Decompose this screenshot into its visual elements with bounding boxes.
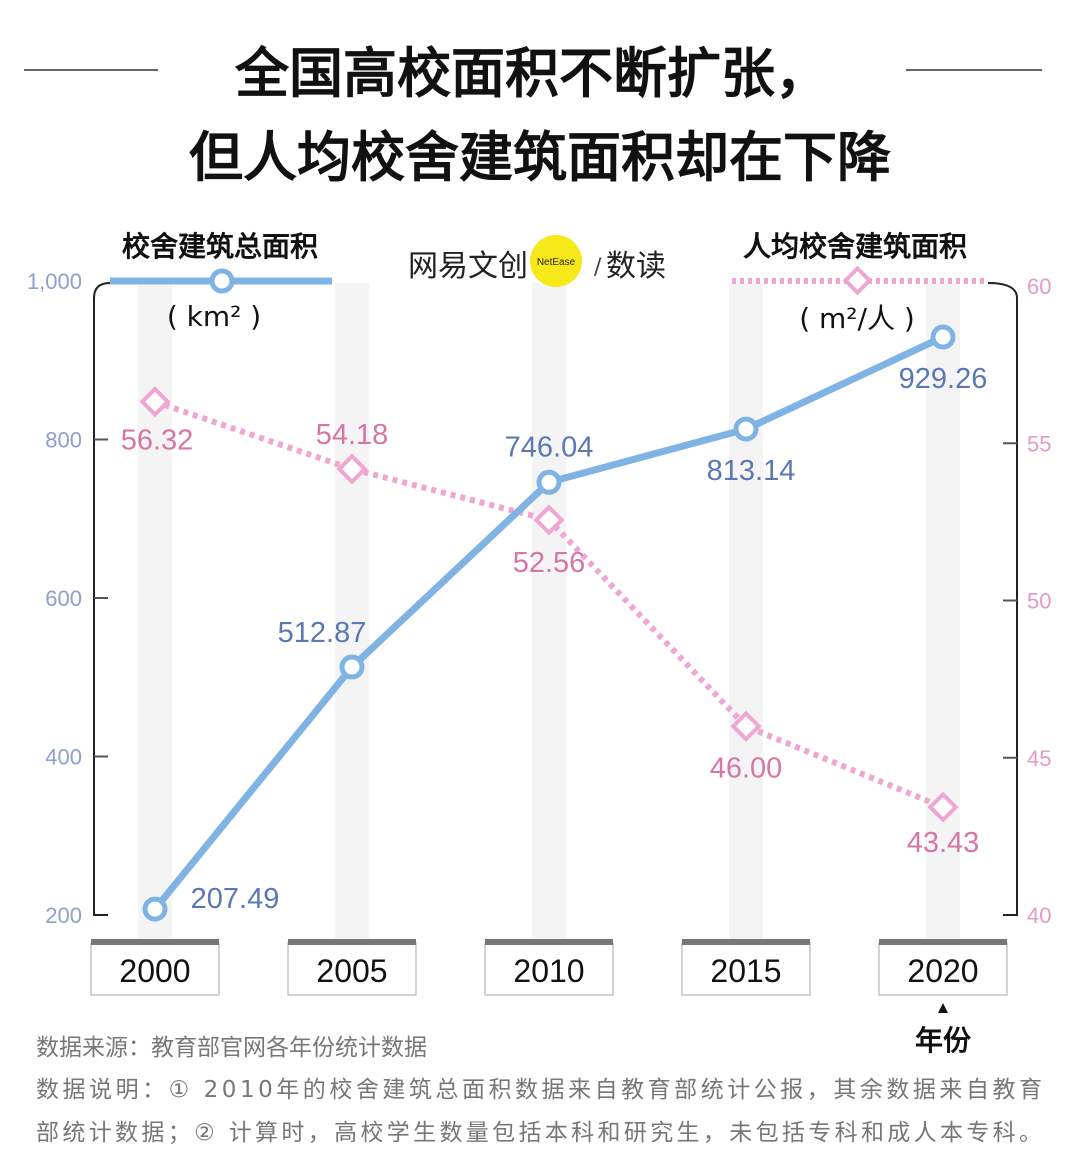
total-area-data-label: 746.04: [505, 431, 594, 463]
right-tick-label: 60: [1027, 274, 1051, 299]
per-capita-data-label: 43.43: [907, 827, 980, 859]
left-tick-label: 1,000: [27, 269, 82, 294]
per-capita-data-label: 56.32: [121, 425, 194, 457]
total-area-data-label: 929.26: [899, 363, 988, 395]
svg-text:NetEase: NetEase: [537, 257, 576, 268]
legend-total-area-marker: [209, 268, 235, 294]
year-box-top: [879, 939, 1007, 945]
year-box-top: [288, 939, 416, 945]
per-capita-marker: [927, 791, 959, 823]
right-tick-label: 55: [1027, 431, 1051, 456]
total-area-marker: [142, 896, 168, 922]
x-tick-label: 2000: [119, 953, 190, 989]
right-tick-label: 45: [1027, 746, 1051, 771]
year-box: [681, 942, 811, 996]
left-tick-label: 200: [45, 903, 82, 928]
svg-text:数读: 数读: [606, 249, 666, 284]
legend-total-area-unit: ( km² ): [167, 300, 261, 333]
total-area-data-label: 813.14: [707, 455, 796, 487]
year-stripe: [729, 283, 763, 941]
year-box: [287, 942, 417, 996]
left-tick-label: 600: [45, 586, 82, 611]
total-area-data-label: 512.87: [278, 617, 367, 649]
legend-total-area: 校舍建筑总面积: [122, 230, 318, 263]
year-box-top: [682, 939, 810, 945]
year-stripe: [138, 283, 172, 941]
per-capita-data-label: 52.56: [513, 547, 586, 579]
year-box-top: [91, 939, 219, 945]
per-capita-data-label: 54.18: [316, 419, 389, 451]
legend-per-capita-marker: [842, 265, 873, 296]
netease-logo: 网易文创 NetEase / 数读: [408, 235, 666, 287]
left-tick-label: 800: [45, 428, 82, 453]
per-capita-marker: [139, 386, 171, 418]
year-box: [878, 942, 1008, 996]
x-tick-label: 2010: [513, 953, 584, 989]
per-capita-marker: [533, 504, 565, 536]
x-tick-label: 2020: [907, 953, 978, 989]
chart-title-line2: 但人均校舍建筑面积却在下降: [189, 126, 891, 189]
year-stripe: [335, 283, 369, 941]
per-capita-marker: [730, 710, 762, 742]
legend-per-capita: 人均校舍建筑面积: [743, 230, 967, 263]
legend-per-capita-unit: ( m²/人 ): [799, 302, 915, 335]
right-tick-label: 50: [1027, 589, 1051, 614]
year-axis-arrow-icon: [938, 1003, 948, 1013]
x-tick-label: 2015: [710, 953, 781, 989]
svg-text:/: /: [594, 255, 602, 280]
total-area-marker: [536, 469, 562, 495]
year-box-top: [485, 939, 613, 945]
total-area-marker: [339, 654, 365, 680]
total-area-marker: [733, 416, 759, 442]
total-area-data-label: 207.49: [191, 883, 280, 915]
description-note-2: 部统计数据；② 计算时，高校学生数量包括本科和研究生，未包括专科和成人本专科。: [36, 1120, 1042, 1146]
year-stripe: [926, 283, 960, 941]
x-tick-label: 2005: [316, 953, 387, 989]
description-note-1: 数据说明：① 2010年的校舍建筑总面积数据来自教育部统计公报，其余数据来自教育: [36, 1077, 1042, 1103]
chart-title-line1: 全国高校面积不断扩张，: [234, 42, 829, 105]
per-capita-marker: [336, 453, 368, 485]
year-stripe: [532, 283, 566, 941]
left-tick-label: 400: [45, 745, 82, 770]
per-capita-data-label: 46.00: [710, 752, 783, 784]
x-axis-label: 年份: [915, 1024, 971, 1057]
svg-text:网易文创: 网易文创: [408, 249, 528, 284]
year-box: [484, 942, 614, 996]
source-note: 数据来源：教育部官网各年份统计数据: [36, 1035, 427, 1061]
right-axis: [987, 282, 1018, 916]
total-area-marker: [930, 324, 956, 350]
left-axis: [93, 282, 111, 916]
year-box: [90, 942, 220, 996]
right-tick-label: 40: [1027, 903, 1051, 928]
